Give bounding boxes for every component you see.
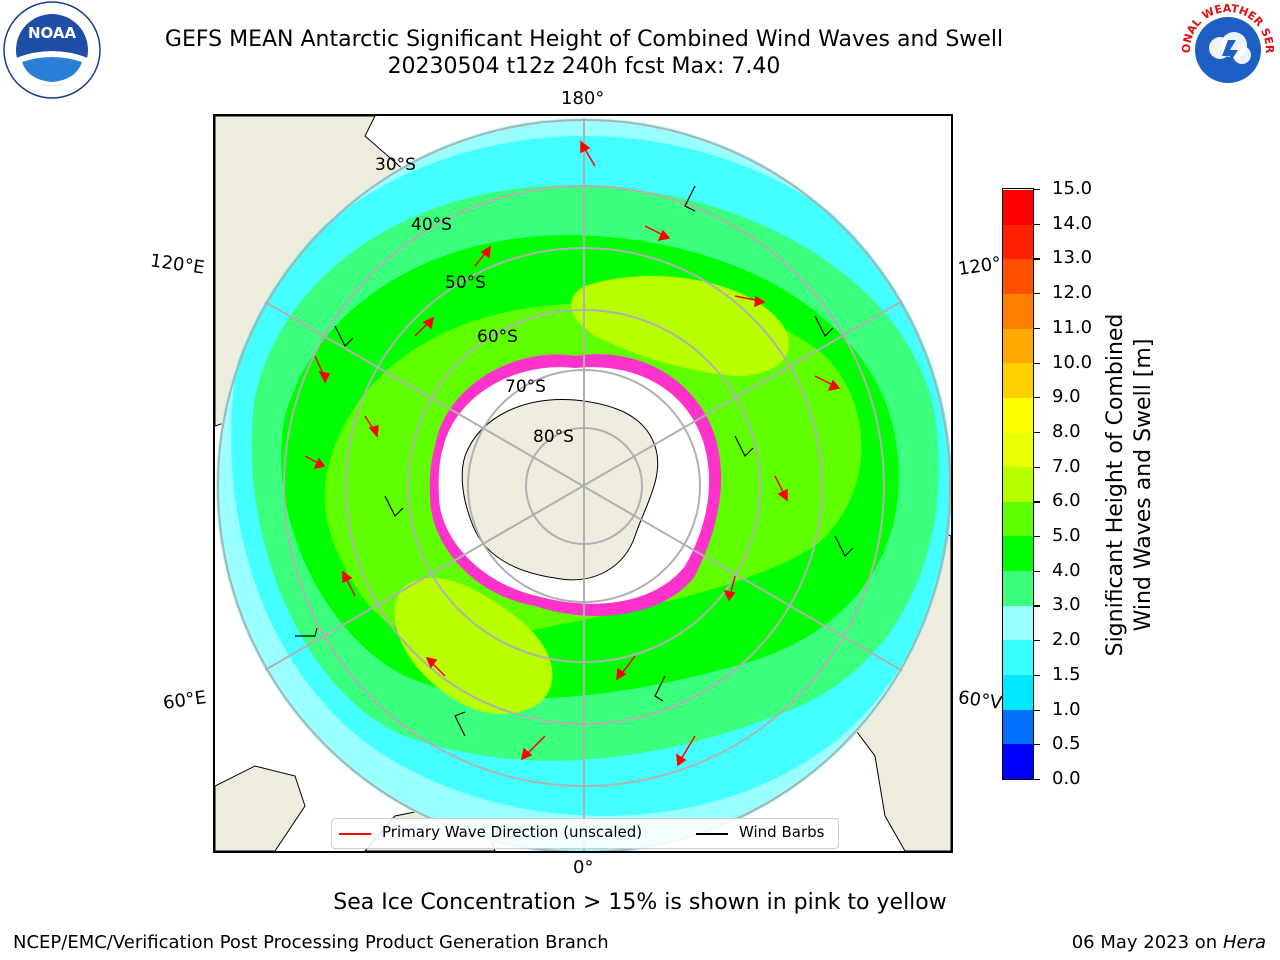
colorbar-tick (1034, 536, 1040, 538)
lon-label-180: 180° (561, 88, 605, 109)
colorbar-tick-label: 1.5 (1052, 663, 1081, 685)
noaa-logo: NOAA (2, 0, 102, 100)
wave-direction-arrows (304, 140, 841, 767)
colorbar-tick-label: 8.0 (1052, 420, 1081, 442)
colorbar-segment (1003, 535, 1033, 572)
colorbar-segment (1003, 432, 1033, 468)
footer-credit: NCEP/EMC/Verification Post Processing Pr… (13, 932, 609, 953)
colorbar-segment (1003, 258, 1033, 294)
lat-label-70s: 70°S (505, 377, 546, 397)
legend-wave-label: Primary Wave Direction (unscaled) (382, 823, 643, 841)
colorbar-tick (1034, 674, 1040, 677)
lat-label-60s: 60°S (477, 327, 518, 347)
legend-wind-swatch (696, 833, 728, 835)
colorbar-segment (1003, 397, 1033, 433)
colorbar-segment (1003, 328, 1033, 364)
lon-label-60e: 60°E (161, 687, 208, 714)
colorbar-tick (1034, 362, 1040, 364)
colorbar-tick (1034, 744, 1040, 746)
noaa-logo-text: NOAA (28, 24, 77, 42)
lon-label-120w: 120° (956, 253, 1003, 280)
colorbar-segment (1003, 293, 1033, 329)
legend-wind-label: Wind Barbs (739, 823, 825, 841)
colorbar-tick-label: 11.0 (1052, 316, 1093, 338)
colorbar-segment (1003, 709, 1033, 745)
footer-date: 06 May 2023 on Hera (1071, 932, 1266, 953)
colorbar-tick (1034, 223, 1040, 225)
sea-ice-note: Sea Ice Concentration > 15% is shown in … (333, 890, 947, 915)
nws-logo: NATIONAL WEATHER SERVICE (1173, 0, 1278, 100)
colorbar-title: Significant Height of Combined Wind Wave… (1103, 313, 1156, 657)
colorbar-tick (1034, 293, 1040, 295)
lat-label-50s: 50°S (445, 273, 486, 293)
colorbar-segment (1003, 674, 1033, 710)
colorbar-tick-label: 7.0 (1052, 455, 1081, 477)
colorbar-tick-label: 3.0 (1052, 594, 1081, 616)
colorbar (1002, 188, 1034, 780)
colorbar-tick-label: 9.0 (1052, 386, 1081, 408)
colorbar-tick (1034, 605, 1040, 607)
map-legend: Primary Wave Direction (unscaled) Wind B… (331, 818, 839, 849)
colorbar-tick (1034, 501, 1040, 503)
wave-band-6m-indian (394, 577, 553, 715)
colorbar-tick (1034, 431, 1040, 434)
colorbar-segment (1003, 224, 1033, 260)
colorbar-tick (1034, 640, 1040, 642)
land-africa (215, 765, 306, 851)
colorbar-segment (1003, 189, 1033, 225)
colorbar-tick-label: 2.0 (1052, 629, 1081, 651)
longitude-grid (216, 118, 951, 851)
lat-label-40s: 40°S (411, 215, 452, 235)
lat-label-30s: 30°S (375, 155, 416, 175)
lat-label-80s: 80°S (533, 427, 574, 447)
colorbar-tick-label: 10.0 (1052, 351, 1093, 373)
colorbar-tick-label: 13.0 (1052, 247, 1093, 269)
colorbar-segment (1003, 501, 1033, 537)
chart-title: GEFS MEAN Antarctic Significant Height o… (164, 27, 1004, 52)
colorbar-tick (1034, 570, 1040, 572)
lon-label-0: 0° (573, 857, 594, 878)
lon-label-60w: 60°V (956, 687, 1004, 714)
colorbar-segment (1003, 570, 1033, 606)
colorbar-segment (1003, 743, 1033, 779)
colorbar-tick (1034, 779, 1040, 781)
colorbar-tick-label: 0.5 (1052, 733, 1081, 755)
colorbar-segment (1003, 466, 1033, 502)
colorbar-tick-label: 14.0 (1052, 212, 1093, 234)
colorbar-segment (1003, 362, 1033, 398)
colorbar-tick (1034, 327, 1040, 329)
colorbar-tick-label: 6.0 (1052, 490, 1081, 512)
colorbar-tick (1034, 397, 1040, 399)
colorbar-tick-label: 1.0 (1052, 698, 1081, 720)
colorbar-tick (1034, 466, 1040, 468)
lon-label-120e: 120°E (148, 250, 206, 279)
colorbar-tick-label: 12.0 (1052, 282, 1093, 304)
legend-wave-swatch (339, 833, 371, 835)
colorbar-segment (1003, 605, 1033, 641)
footer-host: Hera (1222, 932, 1266, 953)
colorbar-tick-label: 0.0 (1052, 768, 1081, 789)
colorbar-tick-label: 4.0 (1052, 559, 1081, 581)
colorbar-tick (1034, 709, 1040, 711)
colorbar-tick (1034, 258, 1040, 260)
colorbar-segment (1003, 639, 1033, 676)
wind-barbs (295, 185, 854, 737)
chart-subtitle: 20230504 t12z 240h fcst Max: 7.40 (387, 54, 781, 79)
polar-map: 30°S 40°S 50°S 60°S 70°S 80°S (213, 114, 953, 853)
colorbar-tick-label: 5.0 (1052, 525, 1081, 547)
colorbar-tick-label: 15.0 (1052, 178, 1093, 199)
colorbar-tick (1034, 189, 1040, 191)
